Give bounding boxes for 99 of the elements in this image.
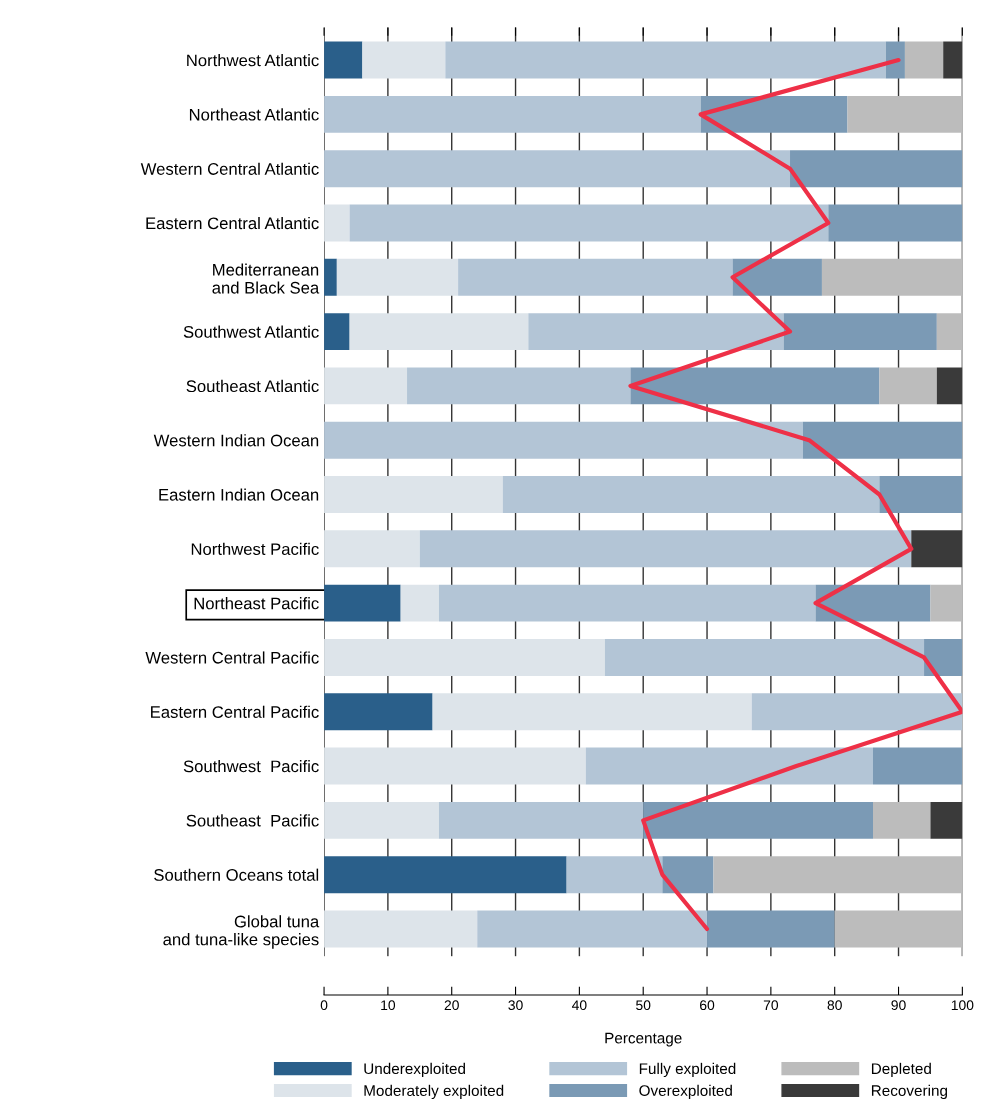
bar [362,41,446,79]
y-tick-label: Southern Oceans total [154,868,319,881]
bar [936,313,963,351]
bar [324,150,791,188]
x-tick-label: 40 [571,1000,587,1011]
bar [324,856,567,894]
bar [936,367,963,405]
y-tick-label: Western Central Atlantic [140,162,319,175]
legend-label: Underexploited [364,1062,465,1078]
bar [438,801,644,839]
y-tick-label: Northwest Atlantic [187,54,319,67]
legend-label: Recovering [871,1084,948,1099]
bar [662,856,714,894]
y-tick-label: Global tuna and tuna-like species [163,915,320,949]
y-tick-label: Southwest Pacific [183,760,319,773]
bar [700,95,848,133]
bar [828,204,963,242]
bar [604,638,925,676]
bar [783,313,937,351]
x-tick-label: 30 [508,1000,523,1011]
bar [445,41,886,79]
x-tick-label: 60 [700,1000,715,1011]
bar [419,530,912,568]
bar [904,41,944,79]
x-tick-label: 90 [891,1000,906,1011]
bar [802,421,963,459]
x-tick-label: 20 [444,1000,459,1011]
y-tick-label: Southeast Atlantic [186,379,319,393]
x-tick-label: 70 [763,1000,779,1011]
bar [324,367,408,405]
bar [879,367,937,405]
bar [502,476,880,513]
bar [873,801,931,839]
bar [566,856,663,894]
bar [885,41,905,79]
bar [790,150,963,188]
bar [643,801,873,839]
y-tick-label: Eastern Central Atlantic [146,216,319,230]
bar [879,476,963,513]
y-tick-label: Mediterranean and Black Sea [212,263,320,294]
y-tick-label: Northwest Pacific [191,542,319,556]
bar [458,258,733,296]
bar [349,204,829,242]
bar [324,95,701,133]
bar [324,421,803,459]
bar [930,801,963,839]
bar [432,693,752,731]
bar [911,530,963,568]
bar [324,584,401,622]
bar [324,313,350,351]
bar [713,856,963,894]
bar [943,41,963,79]
bar [336,258,459,296]
bar [400,584,439,622]
bar [930,584,963,622]
x-tick-label: 80 [827,1000,842,1011]
bar [407,367,631,405]
x-tick-label: 10 [381,1000,396,1011]
bar [751,693,963,731]
bar [324,41,363,79]
y-tick-label: Northeast Pacific [194,597,319,610]
bar [324,204,350,242]
bar [324,801,439,839]
y-tick-label: Eastern Indian Ocean [159,488,319,501]
bar [873,747,963,785]
bar [815,584,931,622]
y-tick-label: Southwest Atlantic [183,325,319,338]
bar [438,584,816,622]
y-tick-label: Eastern Central Pacific [151,705,319,718]
legend-label: Fully exploited [639,1062,736,1078]
y-tick-label: Northeast Atlantic [189,108,319,121]
x-tick-label: 100 [951,1000,974,1011]
x-tick-label: 50 [636,1000,651,1011]
bar [821,258,963,296]
bar [324,530,420,568]
bar [324,910,478,948]
bar [924,638,963,676]
legend-label: Overexploited [639,1084,732,1099]
x-axis-title: Percentage [605,1032,682,1047]
bar [707,910,835,948]
bar [847,95,963,133]
legend-label: Moderately exploited [364,1084,504,1099]
legend-label: Depleted [871,1062,931,1078]
bar [477,910,708,948]
bar [324,476,503,513]
bar [349,313,529,351]
y-tick-label: Western Central Pacific [145,651,319,664]
bar [528,313,784,351]
bar [324,638,605,676]
bar [324,258,337,296]
x-tick-label: 0 [320,1000,328,1011]
bar [732,258,822,296]
y-tick-label: Southeast Pacific [186,814,319,827]
bar [324,693,433,731]
bar [585,747,873,785]
y-tick-label: Western Indian Ocean [153,434,319,447]
bar [324,747,586,785]
bar [630,367,880,405]
bar [834,910,963,948]
